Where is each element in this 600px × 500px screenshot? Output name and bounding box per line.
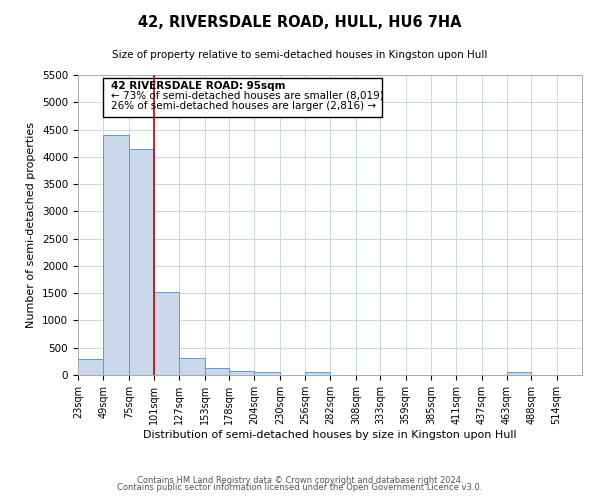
Y-axis label: Number of semi-detached properties: Number of semi-detached properties: [26, 122, 37, 328]
Text: 26% of semi-detached houses are larger (2,816) →: 26% of semi-detached houses are larger (…: [111, 100, 376, 110]
Bar: [128, 148, 154, 375]
Text: Contains public sector information licensed under the Open Government Licence v3: Contains public sector information licen…: [118, 484, 482, 492]
Bar: [305, 372, 331, 375]
X-axis label: Distribution of semi-detached houses by size in Kingston upon Hull: Distribution of semi-detached houses by …: [143, 430, 517, 440]
Text: 42, RIVERSDALE ROAD, HULL, HU6 7HA: 42, RIVERSDALE ROAD, HULL, HU6 7HA: [138, 15, 462, 30]
Bar: [78, 359, 103, 375]
Text: Size of property relative to semi-detached houses in Kingston upon Hull: Size of property relative to semi-detach…: [112, 50, 488, 60]
Bar: [103, 135, 128, 375]
Bar: [229, 371, 254, 375]
Text: Contains HM Land Registry data © Crown copyright and database right 2024.: Contains HM Land Registry data © Crown c…: [137, 476, 463, 485]
Text: 42 RIVERSDALE ROAD: 95sqm: 42 RIVERSDALE ROAD: 95sqm: [111, 81, 286, 91]
Text: ← 73% of semi-detached houses are smaller (8,019): ← 73% of semi-detached houses are smalle…: [111, 91, 384, 101]
Bar: [103, 78, 382, 117]
Bar: [205, 368, 229, 375]
Bar: [154, 292, 179, 375]
Bar: [507, 372, 532, 375]
Bar: [254, 372, 280, 375]
Bar: [179, 358, 205, 375]
